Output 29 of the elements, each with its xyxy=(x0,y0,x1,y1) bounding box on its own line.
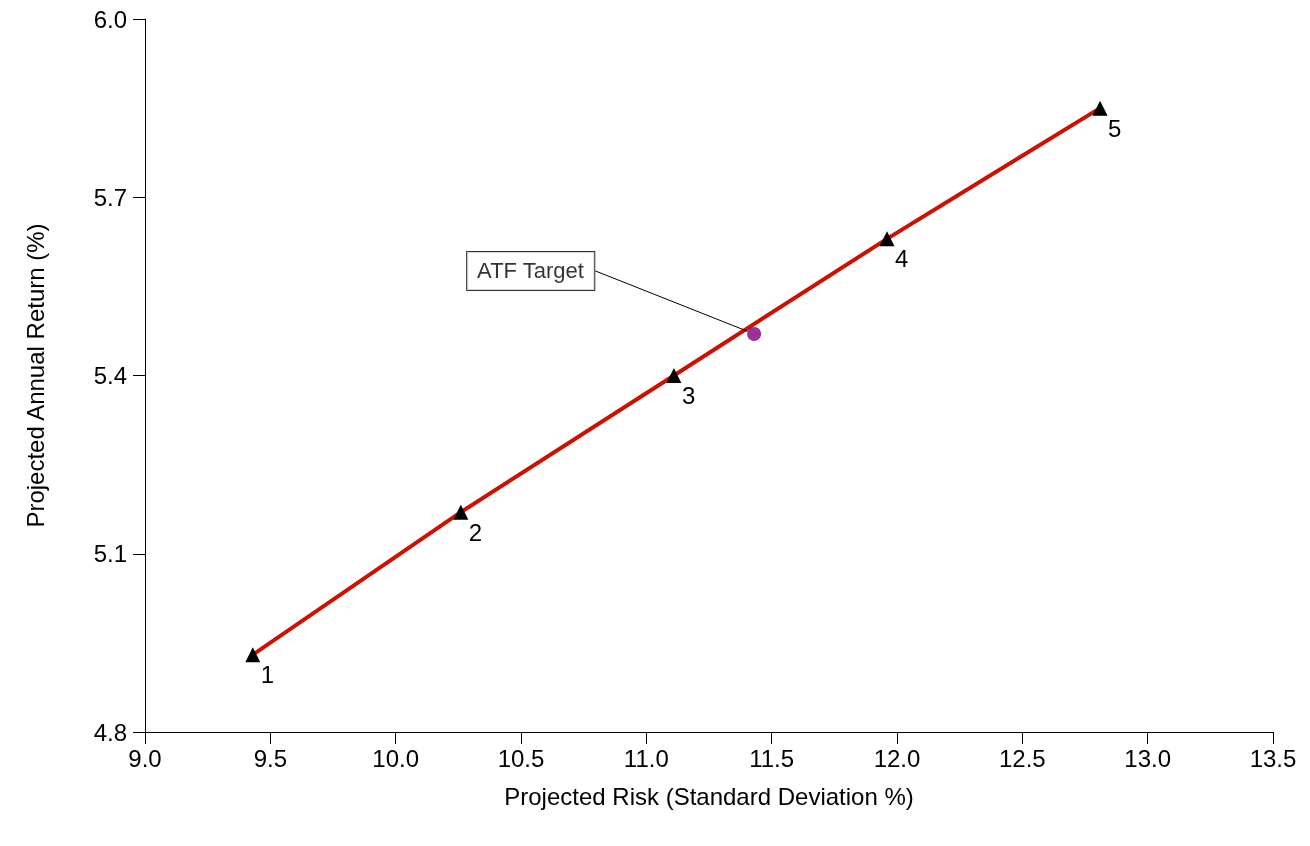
x-axis-title: Projected Risk (Standard Deviation %) xyxy=(504,782,914,810)
x-tick-label: 12.5 xyxy=(998,744,1046,772)
point xyxy=(453,504,469,520)
y-tick-label: 6.0 xyxy=(93,5,127,33)
x-tick-label: 10.5 xyxy=(497,744,545,772)
annotation: 2 xyxy=(468,518,483,546)
point xyxy=(747,326,762,341)
x-tick-label: 13.5 xyxy=(1249,744,1297,772)
point xyxy=(1092,100,1108,116)
annotation: 4 xyxy=(894,245,909,273)
y-tick-label: 5.4 xyxy=(93,362,127,389)
y-tick-label: 5.1 xyxy=(93,540,127,568)
x-tick-label: 10.0 xyxy=(372,744,420,772)
y-tick-label: 4.8 xyxy=(93,718,127,746)
x-tick-label: 12.0 xyxy=(873,744,921,772)
x-tick-label: 9.0 xyxy=(128,744,162,772)
annotation: 1 xyxy=(260,661,275,689)
x-tick-label: 11.0 xyxy=(623,744,669,772)
y-axis-title: Projected Annual Return (%) xyxy=(21,223,49,528)
y-tick-label: 5.7 xyxy=(93,183,127,211)
annotation: 3 xyxy=(681,382,696,409)
x-tick-label: 9.5 xyxy=(253,744,288,772)
point xyxy=(666,368,682,383)
text: ATF Target xyxy=(477,258,584,284)
x-tick-label: 11.5 xyxy=(749,744,795,772)
point xyxy=(879,231,895,247)
x-tick-label: 13.0 xyxy=(1124,744,1172,772)
point xyxy=(245,647,261,663)
annotation: 5 xyxy=(1108,114,1122,142)
